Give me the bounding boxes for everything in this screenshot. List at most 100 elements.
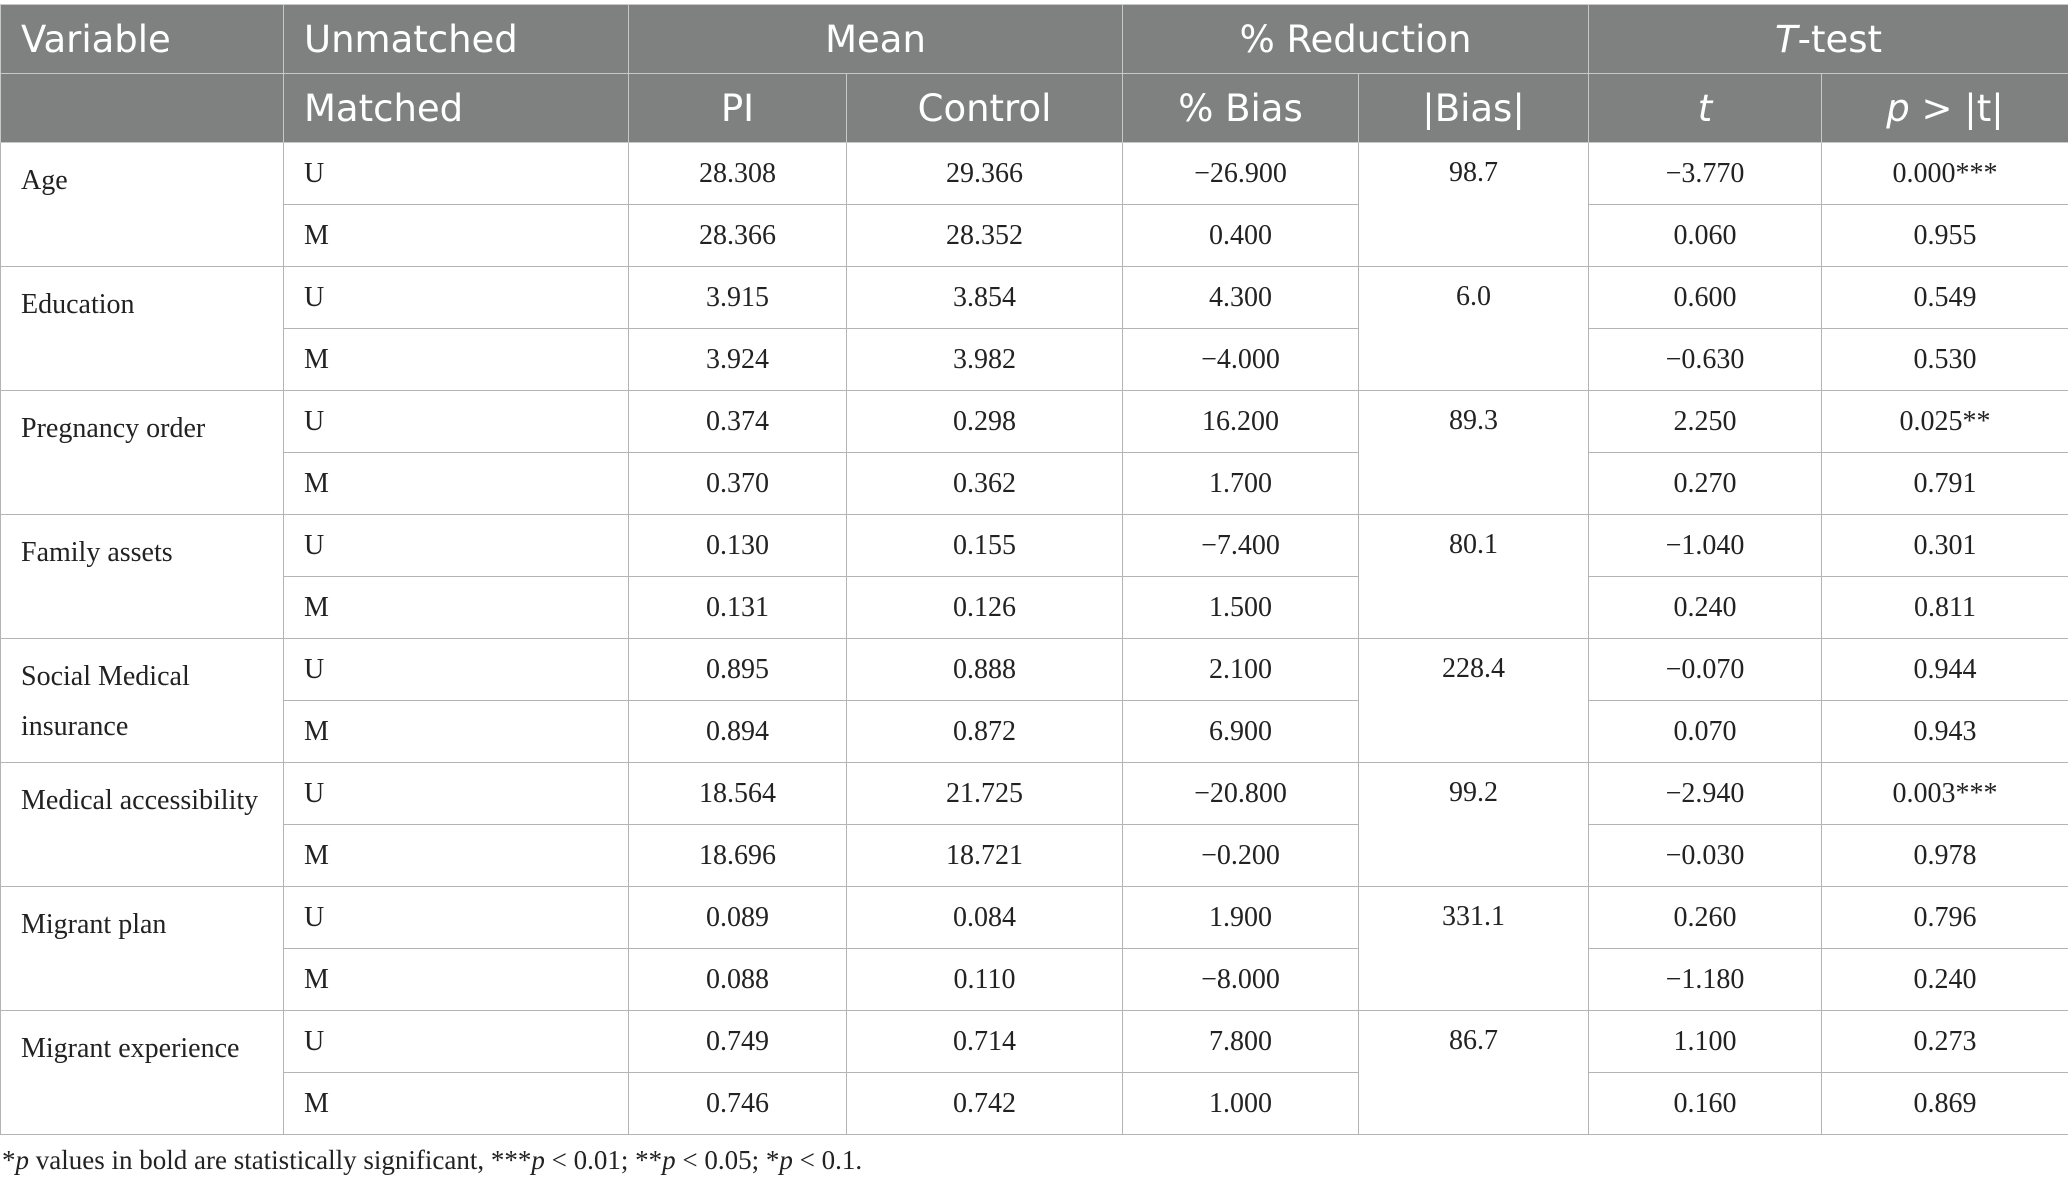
mean-pi: 0.374 bbox=[628, 390, 847, 453]
variable-name: Migrant plan bbox=[0, 886, 284, 1011]
mean-control: 18.721 bbox=[846, 824, 1123, 887]
p-value: 0.003*** bbox=[1821, 762, 2068, 825]
sample-label: U bbox=[283, 266, 629, 329]
header-control: Control bbox=[846, 73, 1123, 143]
sample-label: U bbox=[283, 1010, 629, 1073]
header-abs-bias: |Bias| bbox=[1357, 73, 1590, 143]
footnote-t3: < 0.05; * bbox=[675, 1145, 780, 1175]
pct-bias: −20.800 bbox=[1122, 762, 1359, 825]
mean-pi: 28.366 bbox=[628, 204, 847, 267]
p-value: 0.869 bbox=[1821, 1072, 2068, 1135]
mean-control: 0.298 bbox=[846, 390, 1123, 453]
table-row: Migrant experience U 0.749 0.714 7.800 86.7 1.… bbox=[0, 1010, 2068, 1135]
t-value: 0.070 bbox=[1588, 700, 1823, 763]
mean-pi: 3.924 bbox=[628, 328, 847, 391]
variable-name: Pregnancy order bbox=[0, 390, 284, 515]
header-row-2: Matched PI Control % Bias |Bias| t p > |… bbox=[0, 73, 2068, 143]
abs-bias-reduction: 98.7 bbox=[1357, 142, 1590, 267]
mean-control: 0.110 bbox=[846, 948, 1123, 1011]
table-row: Family assets U 0.130 0.155 −7.400 80.1 −1.040… bbox=[0, 514, 2068, 639]
table-footnote: *p values in bold are statistically sign… bbox=[2, 1145, 862, 1176]
mean-control: 29.366 bbox=[846, 142, 1123, 205]
sample-label: M bbox=[283, 948, 629, 1011]
header-t: t bbox=[1588, 73, 1823, 143]
table-container: Variable Unmatched Mean % Reduction T-te… bbox=[0, 4, 2068, 1135]
header-ttest-italic: T bbox=[1775, 17, 1798, 61]
abs-bias-reduction: 331.1 bbox=[1357, 886, 1590, 1011]
table-row: M 28.366 28.352 0.400 0.060 0.955 bbox=[1, 204, 2068, 267]
mean-pi: 0.895 bbox=[628, 638, 847, 701]
pct-bias: −7.400 bbox=[1122, 514, 1359, 577]
p-value: 0.549 bbox=[1821, 266, 2068, 329]
pct-bias: 1.900 bbox=[1122, 886, 1359, 949]
table-row: Migrant plan U 0.089 0.084 1.900 331.1 0.260 0.… bbox=[0, 886, 2068, 1011]
sample-label: U bbox=[283, 390, 629, 453]
mean-pi: 0.894 bbox=[628, 700, 847, 763]
variable-name: Social Medical insurance bbox=[0, 638, 284, 763]
table-row: M 0.894 0.872 6.900 0.070 0.943 bbox=[1, 700, 2068, 763]
p-value: 0.955 bbox=[1821, 204, 2068, 267]
table-row: M 18.696 18.721 −0.200 −0.030 0.978 bbox=[1, 824, 2068, 887]
header-row-1: Variable Unmatched Mean % Reduction T-te… bbox=[0, 4, 2068, 74]
footnote-p1: p bbox=[15, 1145, 30, 1175]
mean-control: 3.854 bbox=[846, 266, 1123, 329]
header-unmatched: Unmatched bbox=[283, 4, 629, 74]
mean-pi: 0.088 bbox=[628, 948, 847, 1011]
abs-bias-reduction: 6.0 bbox=[1357, 266, 1590, 391]
mean-pi: 0.746 bbox=[628, 1072, 847, 1135]
sample-label: U bbox=[283, 762, 629, 825]
t-value: 2.250 bbox=[1588, 390, 1823, 453]
header-t-italic: t bbox=[1697, 86, 1713, 130]
pct-bias: −4.000 bbox=[1122, 328, 1359, 391]
p-value: 0.811 bbox=[1821, 576, 2068, 639]
pct-bias: 0.400 bbox=[1122, 204, 1359, 267]
pct-bias: 1.700 bbox=[1122, 452, 1359, 515]
sample-label: M bbox=[283, 824, 629, 887]
header-ttest-rest: -test bbox=[1797, 17, 1883, 61]
pct-bias: 1.000 bbox=[1122, 1072, 1359, 1135]
abs-bias-reduction: 99.2 bbox=[1357, 762, 1590, 887]
mean-pi: 28.308 bbox=[628, 142, 847, 205]
sample-label: U bbox=[283, 142, 629, 205]
header-p-italic: p bbox=[1886, 86, 1910, 130]
p-value: 0.796 bbox=[1821, 886, 2068, 949]
mean-pi: 18.564 bbox=[628, 762, 847, 825]
p-value: 0.025** bbox=[1821, 390, 2068, 453]
mean-control: 0.872 bbox=[846, 700, 1123, 763]
sample-label: M bbox=[283, 204, 629, 267]
t-value: −1.180 bbox=[1588, 948, 1823, 1011]
footnote-star: * bbox=[2, 1145, 16, 1175]
p-value: 0.000*** bbox=[1821, 142, 2068, 205]
t-value: −2.940 bbox=[1588, 762, 1823, 825]
pct-bias: 2.100 bbox=[1122, 638, 1359, 701]
t-value: 0.600 bbox=[1588, 266, 1823, 329]
sample-label: M bbox=[283, 1072, 629, 1135]
pct-bias: 16.200 bbox=[1122, 390, 1359, 453]
p-value: 0.791 bbox=[1821, 452, 2068, 515]
t-value: 1.100 bbox=[1588, 1010, 1823, 1073]
pct-bias: −8.000 bbox=[1122, 948, 1359, 1011]
header-reduction: % Reduction bbox=[1121, 4, 1590, 74]
variable-name: Medical accessibility bbox=[0, 762, 284, 887]
sample-label: U bbox=[283, 638, 629, 701]
sample-label: U bbox=[283, 886, 629, 949]
variable-name: Family assets bbox=[0, 514, 284, 639]
mean-control: 3.982 bbox=[846, 328, 1123, 391]
pct-bias: 6.900 bbox=[1122, 700, 1359, 763]
table-row: M 0.746 0.742 1.000 0.160 0.869 bbox=[1, 1072, 2068, 1135]
header-variable: Variable bbox=[0, 4, 284, 74]
table-row: Social Medical insurance U 0.895 0.888 2.100… bbox=[0, 638, 2068, 763]
t-value: −0.030 bbox=[1588, 824, 1823, 887]
header-pct-bias: % Bias bbox=[1122, 73, 1359, 143]
mean-control: 0.126 bbox=[846, 576, 1123, 639]
t-value: −1.040 bbox=[1588, 514, 1823, 577]
mean-control: 0.742 bbox=[846, 1072, 1123, 1135]
t-value: 0.060 bbox=[1588, 204, 1823, 267]
header-ttest: T-test bbox=[1588, 4, 2068, 74]
mean-pi: 0.130 bbox=[628, 514, 847, 577]
table-row: Education U 3.915 3.854 4.300 6.0 0.600 0.549 bbox=[0, 266, 2068, 391]
mean-control: 0.084 bbox=[846, 886, 1123, 949]
p-value: 0.943 bbox=[1821, 700, 2068, 763]
footnote-p3: p bbox=[662, 1145, 676, 1175]
header-p: p > |t| bbox=[1821, 73, 2068, 143]
